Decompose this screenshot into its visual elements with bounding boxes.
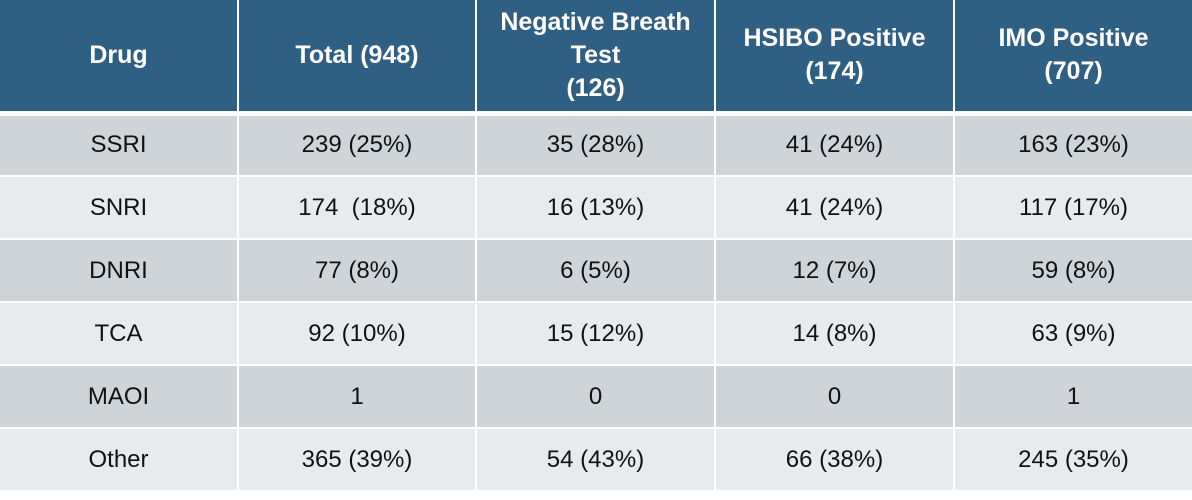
cell-imo: 1: [954, 365, 1192, 429]
header-hsibo-positive: HSIBO Positive (174): [715, 0, 955, 116]
cell-negative: 54 (43%): [476, 428, 716, 492]
cell-drug: SSRI: [0, 113, 239, 177]
table-row: SSRI 239 (25%) 35 (28%) 41 (24%) 163 (23…: [0, 113, 1192, 177]
cell-total: 365 (39%): [238, 428, 477, 492]
cell-imo: 163 (23%): [954, 113, 1192, 177]
cell-negative: 0: [476, 365, 716, 429]
cell-drug: TCA: [0, 302, 239, 366]
cell-hsibo: 41 (24%): [715, 176, 955, 240]
cell-negative: 16 (13%): [476, 176, 716, 240]
cell-drug: MAOI: [0, 365, 239, 429]
cell-drug: DNRI: [0, 239, 239, 303]
cell-hsibo: 12 (7%): [715, 239, 955, 303]
cell-drug: Other: [0, 428, 239, 492]
header-negative-breath-test: Negative Breath Test (126): [476, 0, 716, 116]
table-row: Other 365 (39%) 54 (43%) 66 (38%) 245 (3…: [0, 428, 1192, 492]
cell-total: 77 (8%): [238, 239, 477, 303]
cell-negative: 35 (28%): [476, 113, 716, 177]
cell-imo: 117 (17%): [954, 176, 1192, 240]
header-total: Total (948): [238, 0, 477, 116]
cell-negative: 15 (12%): [476, 302, 716, 366]
cell-hsibo: 14 (8%): [715, 302, 955, 366]
table-body: SSRI 239 (25%) 35 (28%) 41 (24%) 163 (23…: [0, 113, 1192, 492]
table-header: Drug Total (948) Negative Breath Test (1…: [0, 0, 1192, 116]
cell-hsibo: 66 (38%): [715, 428, 955, 492]
cell-hsibo: 0: [715, 365, 955, 429]
cell-total: 1: [238, 365, 477, 429]
cell-imo: 245 (35%): [954, 428, 1192, 492]
cell-imo: 63 (9%): [954, 302, 1192, 366]
cell-negative: 6 (5%): [476, 239, 716, 303]
cell-drug: SNRI: [0, 176, 239, 240]
table-row: MAOI 1 0 0 1: [0, 365, 1192, 429]
cell-total: 174 (18%): [238, 176, 477, 240]
header-imo-positive: IMO Positive (707): [954, 0, 1192, 116]
table-row: DNRI 77 (8%) 6 (5%) 12 (7%) 59 (8%): [0, 239, 1192, 303]
table-row: TCA 92 (10%) 15 (12%) 14 (8%) 63 (9%): [0, 302, 1192, 366]
cell-hsibo: 41 (24%): [715, 113, 955, 177]
header-drug: Drug: [0, 0, 239, 116]
cell-total: 239 (25%): [238, 113, 477, 177]
cell-imo: 59 (8%): [954, 239, 1192, 303]
header-row: Drug Total (948) Negative Breath Test (1…: [0, 0, 1192, 116]
table-row: SNRI 174 (18%) 16 (13%) 41 (24%) 117 (17…: [0, 176, 1192, 240]
cell-total: 92 (10%): [238, 302, 477, 366]
